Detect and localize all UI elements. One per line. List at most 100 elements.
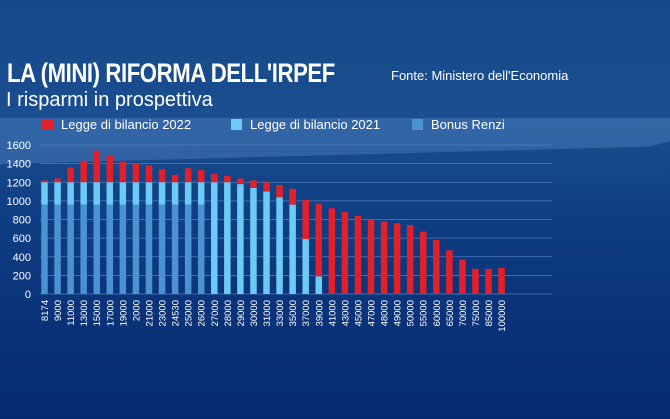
x-tick-label: 9000 (53, 300, 64, 321)
bar-segment-legge-di-bilancio-2021 (197, 182, 205, 205)
x-tick-label: 50000 (406, 300, 417, 326)
bar-segment-legge-di-bilancio-2022 (171, 174, 179, 183)
bar-segment-legge-di-bilancio-2021 (302, 239, 309, 294)
bar-segment-bonus-renzi (132, 204, 140, 294)
x-tick-label: 27000 (210, 300, 221, 326)
x-tick-label: 45000 (353, 300, 364, 326)
bar-segment-legge-di-bilancio-2022 (315, 203, 323, 277)
legend-item-legge-2021: Legge di bilancio 2021 (231, 117, 380, 132)
x-axis: 8174 9000 11000 13000 15000 17000 19000 2000 210… (40, 300, 508, 332)
x-tick-label: 35000 (288, 300, 299, 326)
bar-segment-legge-di-bilancio-2022 (93, 150, 100, 183)
bar-segment-legge-di-bilancio-2022 (41, 180, 48, 183)
bar-segment-legge-di-bilancio-2021 (54, 182, 61, 205)
bar-segment-legge-di-bilancio-2022 (237, 178, 244, 185)
bar-segment-legge-di-bilancio-2022 (472, 268, 479, 294)
bar-segment-legge-di-bilancio-2021 (106, 182, 114, 205)
x-tick-label: 43000 (340, 300, 351, 326)
x-tick-label: 100000 (497, 300, 508, 332)
bar-segment-legge-di-bilancio-2021 (211, 182, 218, 294)
bar-segment-legge-di-bilancio-2021 (80, 182, 87, 205)
x-tick-label: 17000 (105, 300, 116, 326)
bar-segment-legge-di-bilancio-2021 (41, 182, 48, 205)
x-tick-label: 55000 (419, 300, 430, 326)
x-tick-label: 30000 (249, 300, 260, 326)
bar-segment-bonus-renzi (67, 204, 74, 294)
bar-segment-legge-di-bilancio-2022 (106, 155, 114, 183)
y-tick-label: 400 (13, 252, 31, 264)
x-tick-label: 41000 (327, 300, 338, 326)
bar-segment-bonus-renzi (145, 204, 153, 294)
bar-segment-legge-di-bilancio-2022 (446, 250, 453, 294)
x-tick-label: 13000 (79, 300, 90, 326)
bar-segment-legge-di-bilancio-2021 (67, 182, 74, 205)
y-tick-label: 1000 (7, 196, 31, 208)
x-tick-label: 70000 (458, 300, 469, 326)
bar-segment-legge-di-bilancio-2022 (145, 165, 153, 183)
x-tick-label: 23000 (158, 300, 169, 326)
bar-segment-legge-di-bilancio-2022 (406, 225, 414, 294)
bar-segment-legge-di-bilancio-2021 (145, 182, 153, 205)
bar-segment-legge-di-bilancio-2022 (485, 268, 492, 294)
x-tick-label: 8174 (40, 300, 51, 321)
y-tick-label: 1600 (7, 140, 31, 152)
bar-segment-legge-di-bilancio-2021 (171, 182, 179, 205)
y-axis: 0 200 400 600 800 1000 1200 1400 1600 (7, 140, 31, 301)
bar-segment-legge-di-bilancio-2021 (276, 197, 283, 294)
legend-swatch-bonus-renzi (412, 119, 423, 130)
bar-segment-legge-di-bilancio-2022 (328, 208, 336, 294)
bar-segment-legge-di-bilancio-2021 (315, 276, 323, 294)
bar-segment-legge-di-bilancio-2021 (237, 184, 244, 294)
bar-segment-legge-di-bilancio-2022 (250, 180, 257, 188)
chart-subtitle: I risparmi in prospettiva (6, 89, 213, 111)
y-tick-label: 600 (13, 233, 31, 245)
source-note: Fonte: Ministero dell'Economia (391, 68, 569, 83)
bars (41, 150, 505, 294)
bar-segment-bonus-renzi (41, 204, 48, 294)
bar-segment-legge-di-bilancio-2022 (433, 239, 440, 294)
legend-label: Bonus Renzi (431, 117, 505, 132)
bar-segment-legge-di-bilancio-2022 (276, 185, 283, 198)
x-tick-label: 24530 (171, 300, 182, 326)
bar-segment-legge-di-bilancio-2022 (380, 221, 388, 294)
x-tick-label: 25000 (184, 300, 195, 326)
bar-segment-bonus-renzi (106, 204, 114, 294)
bar-segment-legge-di-bilancio-2021 (224, 182, 231, 294)
y-tick-label: 0 (25, 289, 31, 301)
bar-segment-legge-di-bilancio-2021 (93, 182, 100, 205)
bar-segment-legge-di-bilancio-2022 (354, 215, 362, 294)
x-tick-label: 31000 (262, 300, 273, 326)
x-tick-label: 26000 (197, 300, 208, 326)
x-tick-label: 28000 (223, 300, 234, 326)
x-tick-label: 48000 (380, 300, 391, 326)
x-tick-label: 85000 (484, 300, 495, 326)
bar-segment-legge-di-bilancio-2021 (158, 182, 166, 205)
x-tick-label: 21000 (144, 300, 155, 326)
x-tick-label: 75000 (471, 300, 482, 326)
x-tick-label: 37000 (301, 300, 312, 326)
x-tick-label: 33000 (275, 300, 286, 326)
bar-segment-legge-di-bilancio-2022 (197, 170, 205, 183)
x-tick-label: 39000 (314, 300, 325, 326)
chart-title: LA (MINI) RIFORMA DELL'IRPEF (7, 58, 335, 88)
bar-segment-legge-di-bilancio-2022 (498, 267, 505, 294)
bar-segment-legge-di-bilancio-2022 (459, 259, 466, 294)
bar-segment-legge-di-bilancio-2022 (80, 160, 87, 183)
bar-segment-legge-di-bilancio-2022 (263, 182, 270, 192)
bar-segment-legge-di-bilancio-2021 (184, 182, 192, 205)
legend-item-bonus-renzi: Bonus Renzi (412, 117, 505, 132)
bar-segment-legge-di-bilancio-2022 (54, 178, 61, 183)
bar-segment-legge-di-bilancio-2022 (158, 169, 166, 183)
bar-segment-legge-di-bilancio-2022 (367, 219, 375, 294)
x-tick-label: 47000 (367, 300, 378, 326)
bar-segment-legge-di-bilancio-2022 (67, 167, 74, 183)
x-tick-label: 65000 (445, 300, 456, 326)
bar-segment-legge-di-bilancio-2022 (184, 168, 192, 183)
bar-segment-bonus-renzi (119, 204, 127, 294)
legend-swatch-legge-2022 (42, 119, 53, 130)
y-tick-label: 1200 (7, 177, 31, 189)
chart-legend: Legge di bilancio 2022 Legge di bilancio… (0, 117, 670, 133)
x-tick-label: 2000 (131, 300, 142, 321)
bar-segment-legge-di-bilancio-2022 (393, 223, 401, 294)
